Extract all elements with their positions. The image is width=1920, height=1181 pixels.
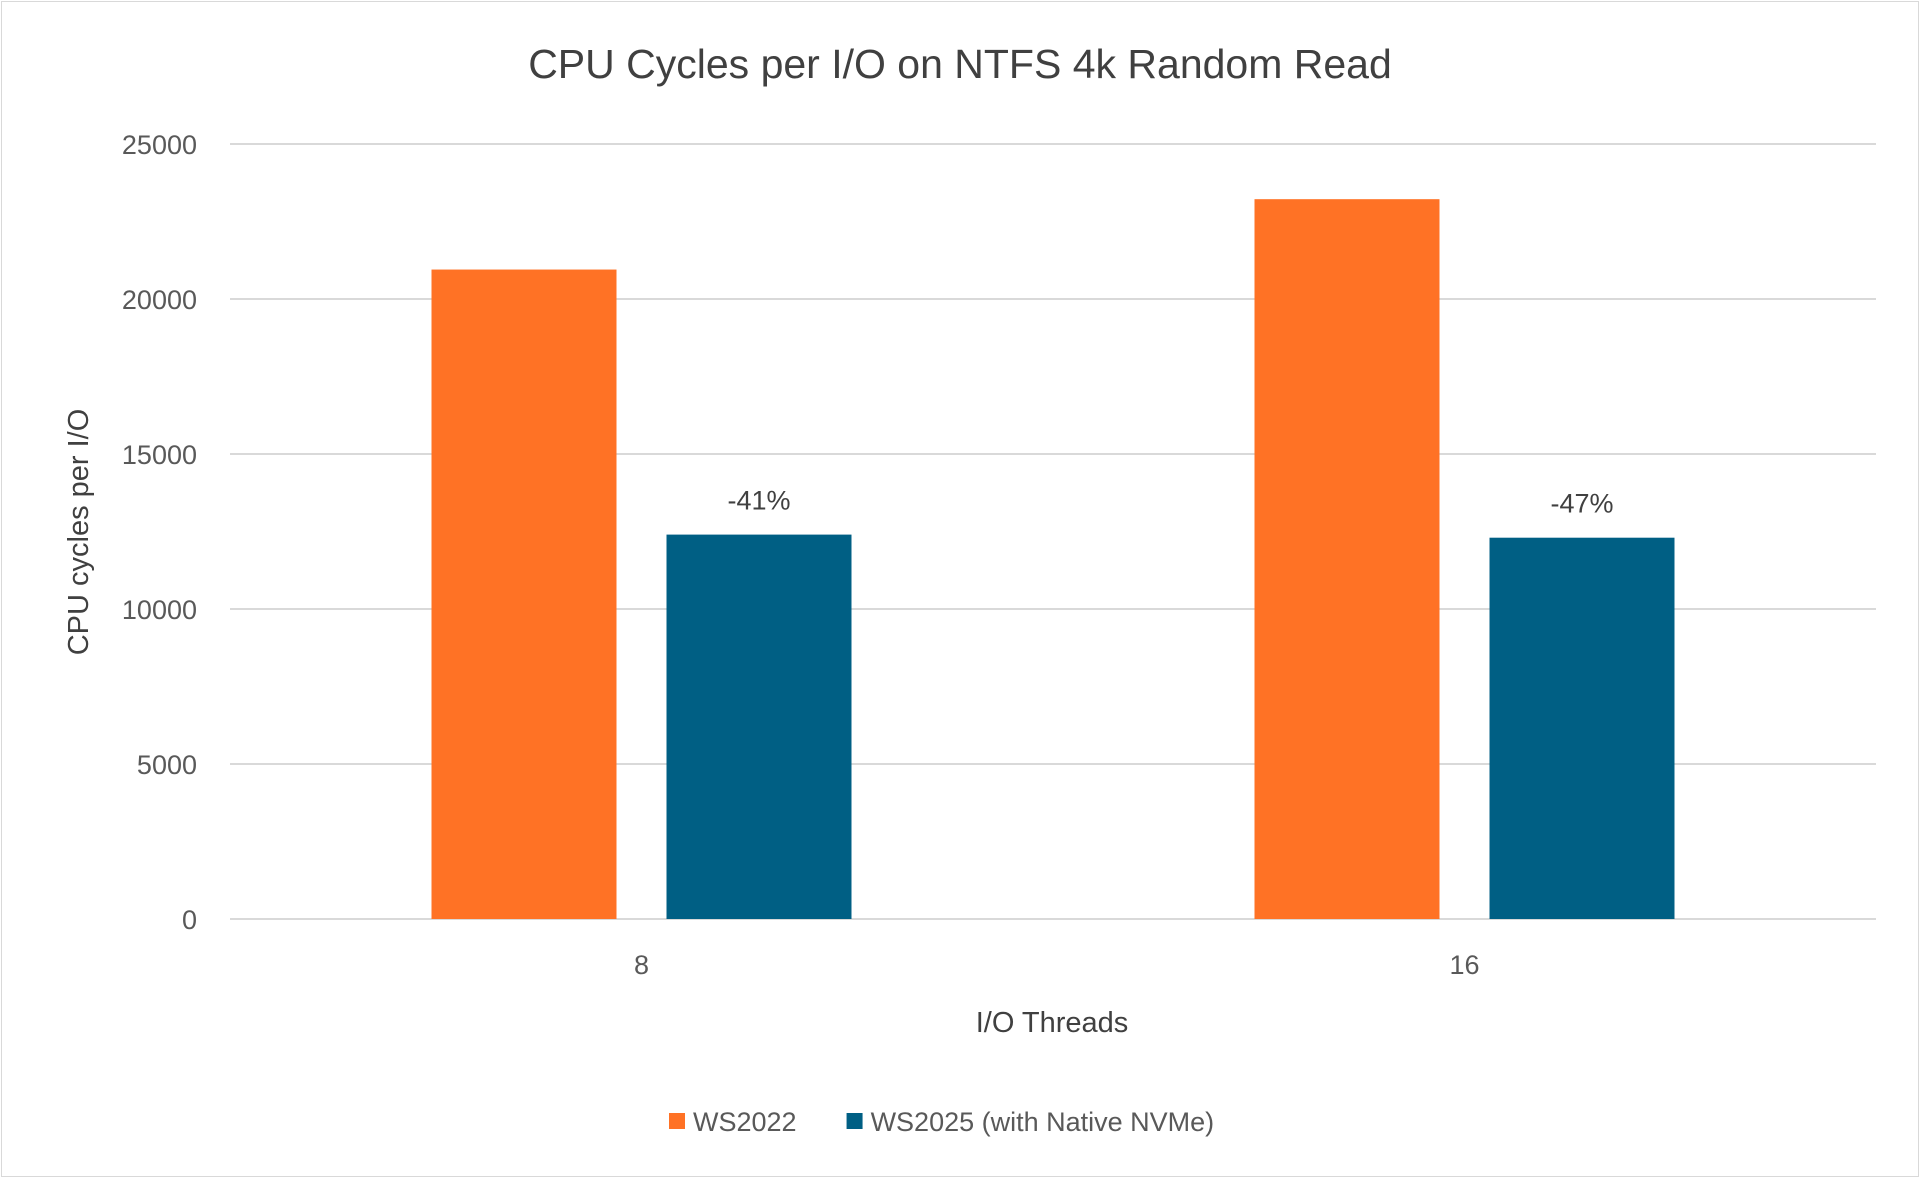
bar-ws2022-16 [1254,199,1440,919]
y-axis-title: CPU cycles per I/O [63,409,95,656]
y-tick-label: 0 [182,905,197,935]
y-tick-label: 20000 [122,285,197,315]
bar-ws2025-8 [666,534,852,919]
y-tick-label: 15000 [122,440,197,470]
data-label: -47% [1550,489,1613,519]
y-tick-label: 5000 [137,750,197,780]
legend-label: WS2022 [693,1107,797,1137]
legend-swatch [669,1113,685,1129]
y-tick-label: 25000 [122,130,197,160]
x-axis-title: I/O Threads [976,1007,1129,1039]
bar-ws2022-8 [431,269,617,919]
legend-swatch [846,1113,863,1129]
bar-ws2025-16 [1489,537,1675,919]
data-label: -41% [727,486,790,516]
legend-label: WS2025 (with Native NVMe) [871,1107,1215,1137]
y-tick-label: 10000 [122,595,197,625]
x-tick-label: 16 [1449,950,1479,980]
x-tick-label: 8 [634,950,649,980]
chart-title: CPU Cycles per I/O on NTFS 4k Random Rea… [528,41,1392,87]
